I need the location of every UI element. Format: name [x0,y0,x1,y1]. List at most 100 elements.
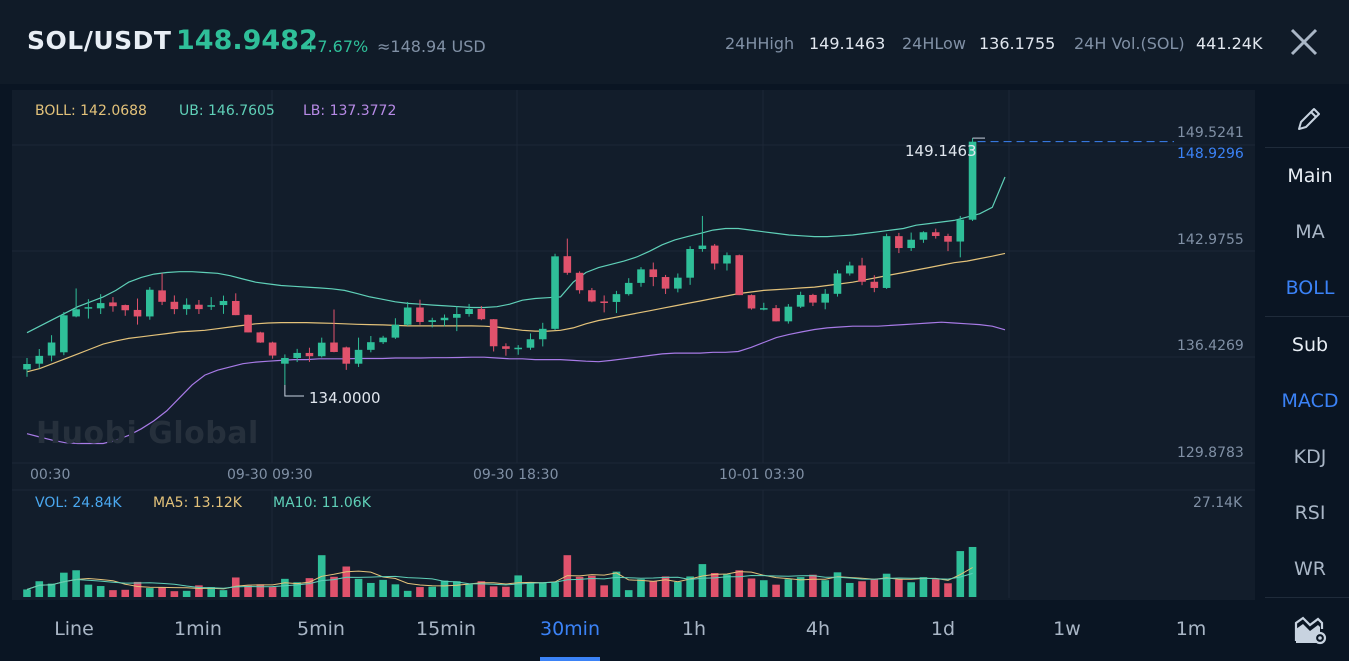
volume-bar [60,572,68,597]
volume-bar [845,582,854,597]
candle-body [391,324,400,338]
candle-body [710,245,719,264]
candle-body [231,300,240,316]
last-price: 148.9482 [176,25,318,56]
volume-bar [465,584,473,597]
candle-body [919,232,928,240]
timeframe-tab-line[interactable]: Line [54,618,94,640]
vol-ma5: MA5: 13.12K [153,495,242,511]
volume-bar [502,586,510,597]
volume-bar [710,573,719,597]
candle-body [931,232,940,236]
timeframe-tab-1m[interactable]: 1m [1175,618,1207,640]
candle-body [723,255,731,264]
ub-value: UB: 146.7605 [179,103,275,119]
volume-bar [809,574,817,597]
candle-body [563,256,572,273]
boll-button[interactable]: BOLL [1285,277,1335,299]
candle-body [195,304,203,310]
watermark: Huobi Global [36,416,259,451]
timeframe-tab-1d[interactable]: 1d [930,618,956,640]
candle-body [600,301,608,303]
volume-bar [637,579,645,597]
candle-body [158,290,166,302]
price-axis-label: 136.4269 [1177,338,1244,354]
min-marker-line [284,384,304,397]
vol-ma10: MA10: 11.06K [273,495,371,511]
volume-bar [833,572,842,597]
timeframe-tab-5min[interactable]: 5min [297,618,345,640]
candle-body [416,307,424,322]
candle-body [760,308,768,310]
time-axis-label: 10-01 03:30 [719,467,805,483]
volume-bar [133,581,142,597]
candle-body [35,355,44,364]
volume-bar [158,587,166,597]
chart-settings-icon[interactable] [1294,615,1328,645]
volume-bar [305,578,314,597]
candle-body [182,304,191,310]
volume-bar [170,591,179,597]
timeframe-tab-4h[interactable]: 4h [805,618,831,640]
volume-bar [723,574,731,597]
candle-body [428,320,437,322]
boll-mid-line [26,252,1006,373]
candle-body [870,281,879,288]
timeframe-tab-1min[interactable]: 1min [174,618,222,640]
kdj-button[interactable]: KDJ [1293,446,1327,468]
volume-bar [931,579,940,597]
volume-bar [219,590,228,597]
candle-body [575,272,584,291]
candle-body [170,301,179,310]
candle-body [895,236,903,249]
candle-body [624,282,633,295]
volume-bar [440,580,449,597]
candle-body [526,339,535,348]
volume-bar [428,586,437,597]
timeframe-tab-30min[interactable]: 30min [539,618,601,640]
rsi-button[interactable]: RSI [1294,502,1326,524]
candle-body [907,239,915,249]
volume-label: 24H Vol.(SOL) [1074,34,1185,53]
volume-bar [47,583,56,597]
chart-area[interactable] [12,90,1255,600]
candle-body [796,294,805,307]
candle-body [747,295,756,309]
price-axis-label: 129.8783 [1177,445,1244,461]
candle-body [293,352,301,358]
vol-axis-max: 27.14K [1193,495,1243,511]
volume-bar [330,576,338,597]
volume-bar [416,587,424,597]
candle-body [133,309,142,317]
min-price-label: 134.0000 [309,389,381,407]
volume-bar [882,573,891,597]
candle-body [440,317,449,321]
volume-bar [354,578,363,597]
candle-body [538,328,547,340]
pencil-icon[interactable] [1293,103,1325,135]
ma-button[interactable]: MA [1295,221,1325,243]
wr-button[interactable]: WR [1294,558,1326,580]
candlestick-chart[interactable] [0,0,1265,605]
volume-bar [796,577,805,597]
time-axis-label: 09-30 18:30 [473,467,559,483]
macd-button[interactable]: MACD [1281,390,1339,412]
volume-bar [109,590,117,597]
volume-bar [182,590,191,597]
price-change: +7.67% [304,37,369,56]
candle-body [219,300,228,306]
timeframe-tab-15min[interactable]: 15min [415,618,477,640]
close-icon[interactable] [1286,24,1322,60]
timeframe-tab-1w[interactable]: 1w [1053,618,1081,640]
candle-body [146,289,154,317]
volume-bar [674,581,682,597]
candle-body [551,256,559,329]
timeframe-tab-1h[interactable]: 1h [681,618,707,640]
candle-body [330,342,338,352]
divider [1265,597,1349,598]
volume-bar [858,581,866,597]
volume-bar [453,581,461,597]
candle-body [84,307,93,309]
candle-body [686,249,694,278]
candle-body [305,352,314,357]
